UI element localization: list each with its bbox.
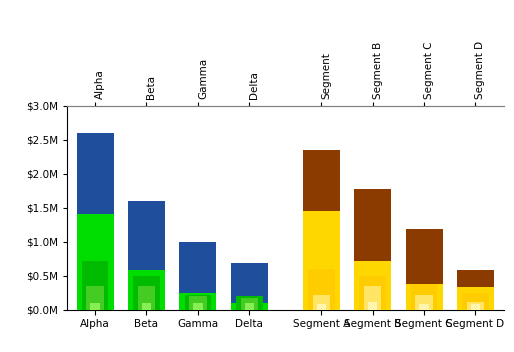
Bar bbox=[77, 214, 114, 310]
Bar bbox=[303, 150, 340, 310]
Bar bbox=[189, 296, 207, 310]
Bar bbox=[471, 304, 480, 310]
Bar bbox=[359, 276, 386, 310]
Bar bbox=[411, 284, 437, 310]
Bar bbox=[457, 287, 494, 310]
Bar bbox=[193, 303, 203, 310]
Bar bbox=[457, 270, 494, 310]
Bar bbox=[86, 286, 104, 310]
Bar bbox=[231, 264, 268, 310]
Bar bbox=[245, 303, 254, 310]
Bar bbox=[236, 296, 263, 310]
Bar bbox=[90, 303, 100, 310]
Bar bbox=[354, 261, 391, 310]
Bar bbox=[185, 295, 211, 310]
Bar bbox=[128, 201, 165, 310]
Bar bbox=[406, 284, 443, 310]
Bar bbox=[317, 304, 326, 310]
Bar bbox=[179, 242, 216, 310]
Bar bbox=[82, 261, 108, 310]
Bar bbox=[415, 295, 433, 310]
Bar bbox=[368, 302, 377, 310]
Bar bbox=[128, 270, 165, 310]
Bar bbox=[364, 286, 381, 310]
Bar bbox=[308, 269, 335, 310]
Bar bbox=[406, 230, 443, 310]
Bar bbox=[303, 211, 340, 310]
Bar bbox=[241, 298, 258, 310]
Bar bbox=[179, 293, 216, 310]
Bar bbox=[77, 133, 114, 310]
Bar bbox=[467, 302, 484, 310]
Bar bbox=[354, 189, 391, 310]
Bar bbox=[419, 304, 429, 310]
Bar bbox=[133, 276, 160, 310]
Bar bbox=[462, 293, 489, 310]
Bar bbox=[313, 295, 330, 310]
Bar bbox=[142, 303, 151, 310]
Bar bbox=[231, 303, 268, 310]
Bar bbox=[138, 286, 155, 310]
